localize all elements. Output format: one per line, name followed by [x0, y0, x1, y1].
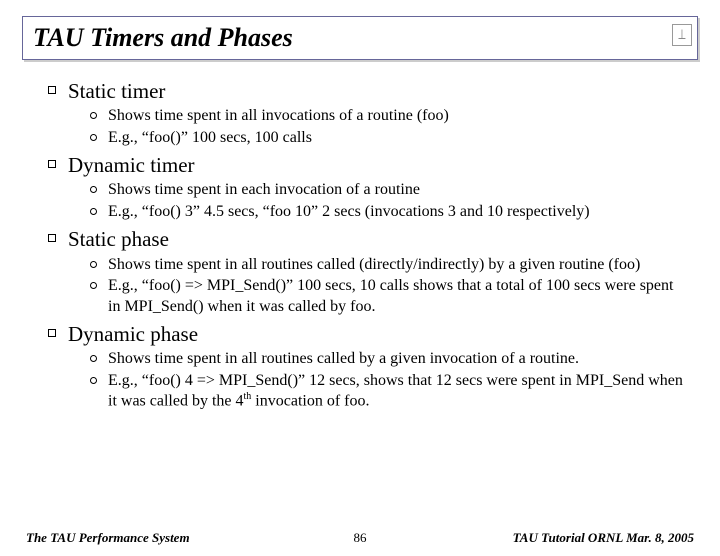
- slide-title: TAU Timers and Phases: [33, 23, 687, 53]
- heading-text: Dynamic phase: [68, 321, 198, 347]
- slide: ⟘ TAU Timers and Phases Static timer Sho…: [0, 16, 720, 556]
- list-item: E.g., “foo()” 100 secs, 100 calls: [90, 128, 686, 148]
- square-bullet-icon: [48, 86, 56, 94]
- section-heading: Dynamic timer: [48, 152, 686, 178]
- page-number: 86: [354, 530, 367, 546]
- footer-right: TAU Tutorial ORNL Mar. 8, 2005: [513, 530, 694, 546]
- section-heading: Dynamic phase: [48, 321, 686, 347]
- circle-bullet-icon: [90, 134, 97, 141]
- square-bullet-icon: [48, 329, 56, 337]
- list-item: Shows time spent in each invocation of a…: [90, 180, 686, 200]
- circle-bullet-icon: [90, 112, 97, 119]
- circle-bullet-icon: [90, 355, 97, 362]
- square-bullet-icon: [48, 160, 56, 168]
- list-item: Shows time spent in all invocations of a…: [90, 106, 686, 126]
- circle-bullet-icon: [90, 282, 97, 289]
- item-text: E.g., “foo()” 100 secs, 100 calls: [108, 128, 312, 148]
- section-items: Shows time spent in all routines called …: [90, 349, 686, 412]
- circle-bullet-icon: [90, 208, 97, 215]
- list-item: E.g., “foo() 4 => MPI_Send()” 12 secs, s…: [90, 371, 686, 412]
- section-items: Shows time spent in each invocation of a…: [90, 180, 686, 222]
- list-item: Shows time spent in all routines called …: [90, 349, 686, 369]
- section-heading: Static timer: [48, 78, 686, 104]
- item-text-composite: E.g., “foo() 4 => MPI_Send()” 12 secs, s…: [108, 371, 686, 412]
- item-text: Shows time spent in each invocation of a…: [108, 180, 420, 200]
- footer: The TAU Performance System 86 TAU Tutori…: [0, 530, 720, 546]
- circle-bullet-icon: [90, 186, 97, 193]
- square-bullet-icon: [48, 234, 56, 242]
- footer-left: The TAU Performance System: [26, 530, 190, 546]
- circle-bullet-icon: [90, 377, 97, 384]
- item-text: Shows time spent in all routines called …: [108, 349, 579, 369]
- item-text: E.g., “foo() 3” 4.5 secs, “foo 10” 2 sec…: [108, 202, 590, 222]
- item-main: E.g., “foo() 4 => MPI_Send()” 12 secs, s…: [108, 372, 683, 410]
- heading-text: Dynamic timer: [68, 152, 195, 178]
- circle-bullet-icon: [90, 261, 97, 268]
- item-suffix: invocation of foo.: [251, 393, 369, 410]
- heading-text: Static timer: [68, 78, 165, 104]
- section-items: Shows time spent in all routines called …: [90, 255, 686, 317]
- list-item: E.g., “foo() => MPI_Send()” 100 secs, 10…: [90, 276, 686, 317]
- item-text: Shows time spent in all invocations of a…: [108, 106, 449, 126]
- list-item: E.g., “foo() 3” 4.5 secs, “foo 10” 2 sec…: [90, 202, 686, 222]
- section-items: Shows time spent in all invocations of a…: [90, 106, 686, 148]
- content-area: Static timer Shows time spent in all inv…: [0, 70, 720, 412]
- section-heading: Static phase: [48, 226, 686, 252]
- item-text: Shows time spent in all routines called …: [108, 255, 640, 275]
- item-text: E.g., “foo() => MPI_Send()” 100 secs, 10…: [108, 276, 686, 317]
- list-item: Shows time spent in all routines called …: [90, 255, 686, 275]
- heading-text: Static phase: [68, 226, 169, 252]
- title-bar: TAU Timers and Phases: [22, 16, 698, 60]
